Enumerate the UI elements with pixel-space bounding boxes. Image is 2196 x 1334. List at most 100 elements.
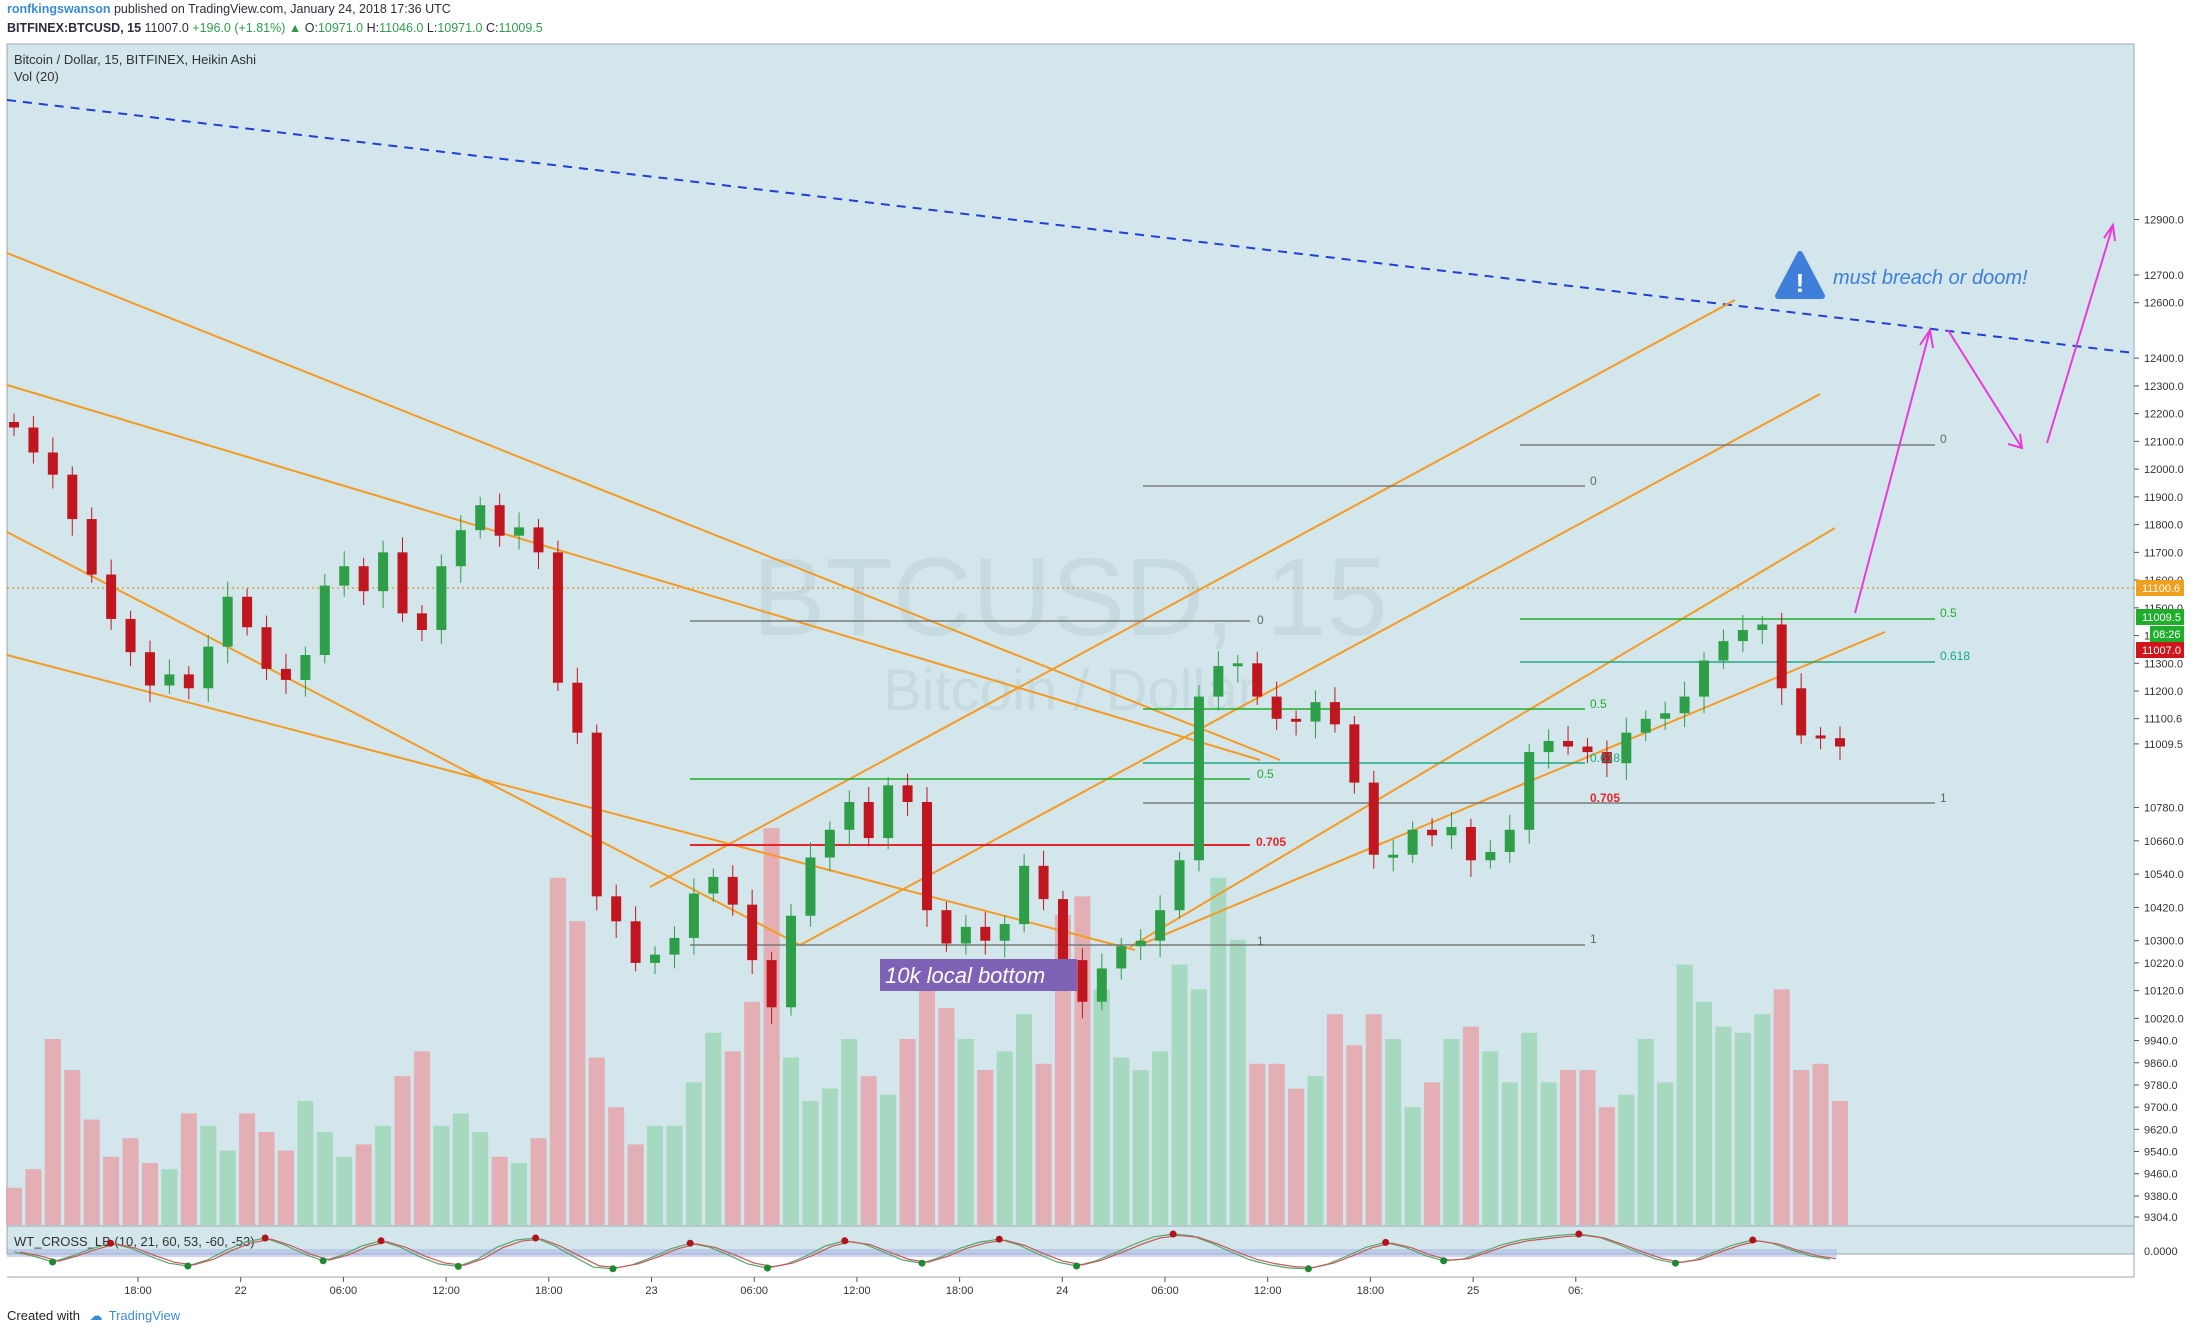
volume-bar (511, 1163, 528, 1225)
symbol-label: BITFINEX:BTCUSD, 15 (7, 21, 142, 35)
candle-body (1077, 960, 1088, 1002)
candle-body (28, 427, 39, 453)
volume-bar (1424, 1082, 1441, 1225)
y-tick-label: 11100.6 (2144, 714, 2182, 726)
volume-bar (452, 1113, 469, 1225)
x-tick-label: 22 (235, 1285, 247, 1297)
candle-body (1737, 630, 1748, 642)
oscillator-cross-dot (454, 1262, 462, 1270)
volume-bar (977, 1070, 994, 1225)
volume-bar (1501, 1082, 1518, 1225)
candle-body (824, 829, 835, 858)
volume-bar (491, 1156, 508, 1225)
candle-body (902, 785, 913, 803)
volume-bar (938, 1008, 955, 1225)
countdown-tag (2150, 626, 2184, 642)
volume-bar (802, 1101, 819, 1225)
oscillator-cross-dot (1671, 1259, 1679, 1267)
warning-text: must breach or doom! (1833, 267, 2028, 289)
candle-body (261, 627, 272, 669)
oscillator-cross-dot (918, 1259, 926, 1267)
low-value: 10971.0 (437, 21, 483, 35)
oscillator-cross-dot (532, 1234, 540, 1242)
volume-bar (200, 1125, 217, 1225)
candle-body (1096, 968, 1107, 1002)
close-value: 11009.5 (498, 21, 543, 35)
volume-bar (1093, 989, 1110, 1225)
volume-bar (1482, 1051, 1499, 1225)
candle-body (1504, 829, 1515, 852)
up-channel-mid-1 (799, 393, 1821, 946)
y-tick-label: 12000.0 (2144, 464, 2184, 476)
y-tick-label: 10420.0 (2144, 902, 2184, 914)
candle-body (1563, 740, 1574, 747)
candle-body (1640, 718, 1651, 733)
candle-body (1349, 724, 1360, 783)
candle-body (1582, 746, 1593, 753)
ohlc-header: BITFINEX:BTCUSD, 15 11007.0 +196.0 (+1.8… (7, 21, 543, 35)
oscillator-cross-dot (1382, 1238, 1390, 1246)
dotted-level-tag (2136, 580, 2184, 596)
tradingview-link[interactable]: TradingView (108, 1308, 181, 1323)
fib3-0618: 0.618 (1940, 649, 1970, 663)
fib1-05: 0.5 (1257, 767, 1274, 781)
x-tick-label: 18:00 (124, 1285, 152, 1297)
volume-bar (1054, 915, 1071, 1225)
volume-bar (1715, 1026, 1732, 1225)
y-tick-label: 9620.0 (2144, 1124, 2178, 1136)
price-candles (9, 413, 1845, 1024)
x-tick-label: 12:00 (432, 1285, 460, 1297)
volume-bar (1793, 1070, 1810, 1225)
volume-bar (1521, 1032, 1538, 1225)
candle-body (203, 646, 214, 689)
candle-body (883, 785, 894, 839)
fib3-1: 1 (1940, 791, 1947, 805)
candle-body (1329, 702, 1340, 725)
oscillator-cross-dot (1169, 1230, 1177, 1238)
oscillator-zero-tick: 0.0000 (2144, 1246, 2178, 1258)
volume-bar (1307, 1076, 1324, 1225)
candle-body (1135, 940, 1146, 947)
candle-body (494, 505, 505, 536)
fib2-1: 1 (1590, 932, 1597, 946)
candle-body (669, 937, 680, 955)
volume-bar (472, 1132, 489, 1225)
candle-body (533, 527, 544, 553)
fib2-05: 0.5 (1590, 697, 1607, 711)
open-value: 10971.0 (317, 21, 364, 35)
oscillator-cross-dot (995, 1235, 1003, 1243)
volume-bar (413, 1051, 430, 1225)
volume-bar (1249, 1063, 1266, 1225)
close-label: C: (485, 21, 499, 35)
volume-bar (1462, 1026, 1479, 1225)
volume-bar (336, 1156, 353, 1225)
volume-bar (1152, 1051, 1169, 1225)
volume-bar (1696, 1001, 1713, 1225)
volume-bars (6, 828, 1848, 1225)
forecast-arrow-down-head (2007, 433, 2024, 450)
y-tick-label: 11700.0 (2144, 547, 2183, 559)
candle-body (455, 530, 466, 567)
author-link[interactable]: ronfkingswanson (7, 2, 111, 16)
fib3-05: 0.5 (1940, 606, 1957, 620)
down-channel-lower (6, 531, 801, 946)
volume-bar (1754, 1014, 1771, 1225)
candle-body (9, 421, 19, 428)
volume-bar (1404, 1107, 1421, 1225)
candle-body (1679, 696, 1690, 714)
volume-bar (1579, 1070, 1596, 1225)
down-channel-base (6, 654, 1136, 951)
oscillator-cross-dot (609, 1265, 617, 1273)
volume-bar (316, 1132, 333, 1225)
price-change: +196.0 (+1.81%) (192, 21, 286, 35)
y-tick-label: 11009.5 (2144, 739, 2183, 751)
candle-body (630, 921, 641, 963)
oscillator-cross-dot (261, 1234, 269, 1242)
volume-bar (375, 1125, 392, 1225)
volume-bar (1268, 1063, 1285, 1225)
y-tick-label: 9860.0 (2144, 1058, 2178, 1070)
candle-body (378, 552, 389, 592)
candle-body (960, 926, 971, 944)
candle-body (1291, 718, 1302, 722)
